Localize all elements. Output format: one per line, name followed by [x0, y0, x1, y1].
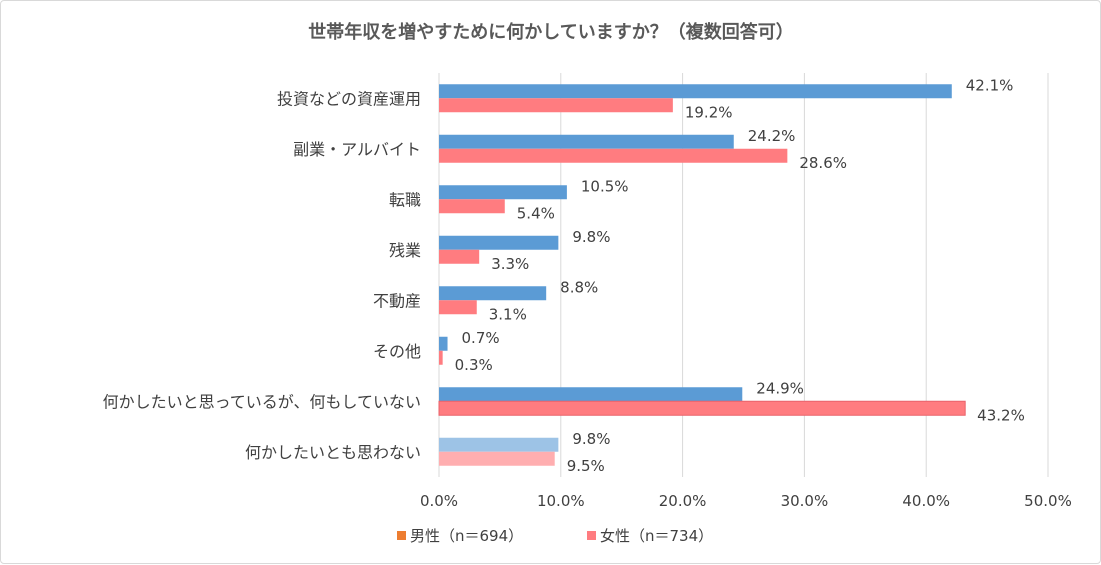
female-bar [439, 350, 443, 365]
x-tick-label: 40.0% [902, 492, 950, 510]
category-label: 残業 [389, 241, 421, 260]
male-data-label: 24.9% [756, 379, 804, 397]
legend: 男性（n＝694） 女性（n＝734） [397, 527, 713, 545]
female-data-label: 3.3% [491, 255, 529, 273]
category-labels: 投資などの資産運用副業・アルバイト転職残業不動産その他何かしたいと思っているが、… [103, 89, 421, 462]
legend-female-marker [587, 531, 596, 540]
female-data-label: 19.2% [685, 103, 733, 121]
category-label: 投資などの資産運用 [277, 89, 421, 108]
male-data-label: 10.5% [581, 177, 629, 195]
grid-lines [438, 73, 1049, 477]
x-tick-label: 20.0% [659, 492, 707, 510]
male-bar [439, 437, 559, 452]
male-data-label: 9.8% [572, 430, 610, 448]
category-label: 転職 [389, 190, 421, 209]
data-labels: 42.1% 19.2% 24.2%28.6% 10.5% 5.4% 9.8% 3.3% 8.8… [455, 76, 1025, 475]
category-label: 不動産 [373, 291, 421, 310]
category-label: 何かしたいとも思わない [245, 443, 421, 462]
bars [438, 84, 966, 466]
x-tick-label: 30.0% [781, 492, 829, 510]
category-label: 副業・アルバイト [293, 140, 421, 159]
female-bar [439, 300, 477, 315]
male-bar [439, 84, 952, 99]
female-bar [439, 148, 788, 163]
male-bar [439, 336, 448, 351]
male-data-label: 0.7% [462, 329, 500, 347]
legend-male-label: 男性（n＝694） [410, 527, 523, 545]
male-bar [439, 185, 567, 200]
male-bar [439, 387, 743, 402]
female-bar [439, 249, 480, 264]
female-bar [439, 451, 555, 466]
category-label: その他 [373, 342, 421, 361]
female-bar [439, 199, 505, 214]
male-bar [439, 286, 547, 301]
x-tick-label: 0.0% [420, 492, 458, 510]
female-bar [438, 400, 966, 416]
male-data-label: 42.1% [966, 76, 1014, 94]
x-tick-label: 10.0% [537, 492, 585, 510]
female-data-label: 5.4% [517, 204, 555, 222]
female-bar [439, 98, 673, 113]
female-data-label: 0.3% [455, 356, 493, 374]
female-data-label: 43.2% [977, 406, 1025, 424]
male-data-label: 24.2% [748, 127, 796, 145]
x-axis-ticks: 0.0% 10.0% 20.0% 30.0% 40.0% 50.0% [420, 492, 1072, 510]
legend-female-label: 女性（n＝734） [600, 527, 713, 545]
male-data-label: 8.8% [560, 278, 598, 296]
male-bar [439, 134, 734, 149]
female-data-label: 9.5% [567, 457, 605, 475]
category-label: 何かしたいと思っているが、何もしていない [103, 392, 421, 411]
legend-male-marker [397, 531, 406, 540]
male-data-label: 9.8% [572, 228, 610, 246]
male-bar [439, 235, 559, 250]
female-data-label: 3.1% [489, 305, 527, 323]
chart-title: 世帯年収を増やすために何かしていますか？（複数回答可） [308, 21, 793, 43]
x-tick-label: 50.0% [1024, 492, 1072, 510]
female-data-label: 28.6% [799, 154, 847, 172]
